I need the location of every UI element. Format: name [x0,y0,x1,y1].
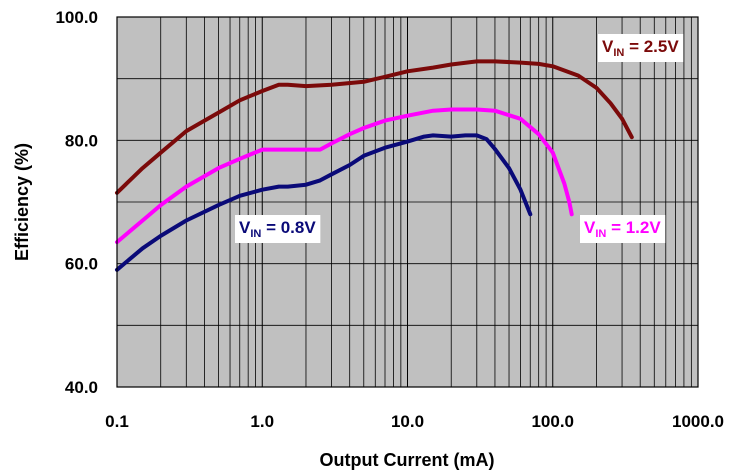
series-lines [115,59,634,272]
x-tick-label: 100.0 [531,412,574,431]
series-line-0 [115,59,634,195]
series-label-2: VIN = 0.8V [239,218,316,240]
plot-border [116,16,699,388]
series-line-2 [115,133,533,272]
y-tick-label: 100.0 [55,8,98,27]
y-tick-label: 80.0 [65,131,98,150]
x-axis-title: Output Current (mA) [320,450,495,470]
y-tick-label: 60.0 [65,255,98,274]
series-label-box [580,215,666,243]
plot-frame [116,16,699,388]
series-label-1: VIN = 1.2V [584,218,661,240]
y-tick-label: 40.0 [65,378,98,397]
x-tick-label: 10.0 [391,412,424,431]
series-label-0: VIN = 2.5V [602,37,679,59]
x-tick-label: 1000.0 [672,412,724,431]
grid [116,16,698,388]
series-line-1 [115,107,574,245]
series-labels: VIN = 2.5V VIN = 1.2V VIN = 0.8V [235,34,684,243]
y-axis-title: Efficiency (%) [12,143,32,261]
y-tick-labels: 40.0 60.0 80.0 100.0 [55,8,98,397]
x-tick-labels: 0.1 1.0 10.0 100.0 1000.0 [105,412,724,431]
x-tick-label: 1.0 [250,412,274,431]
series-label-box [235,215,321,243]
series-label-box [598,34,684,62]
x-tick-label: 0.1 [105,412,129,431]
